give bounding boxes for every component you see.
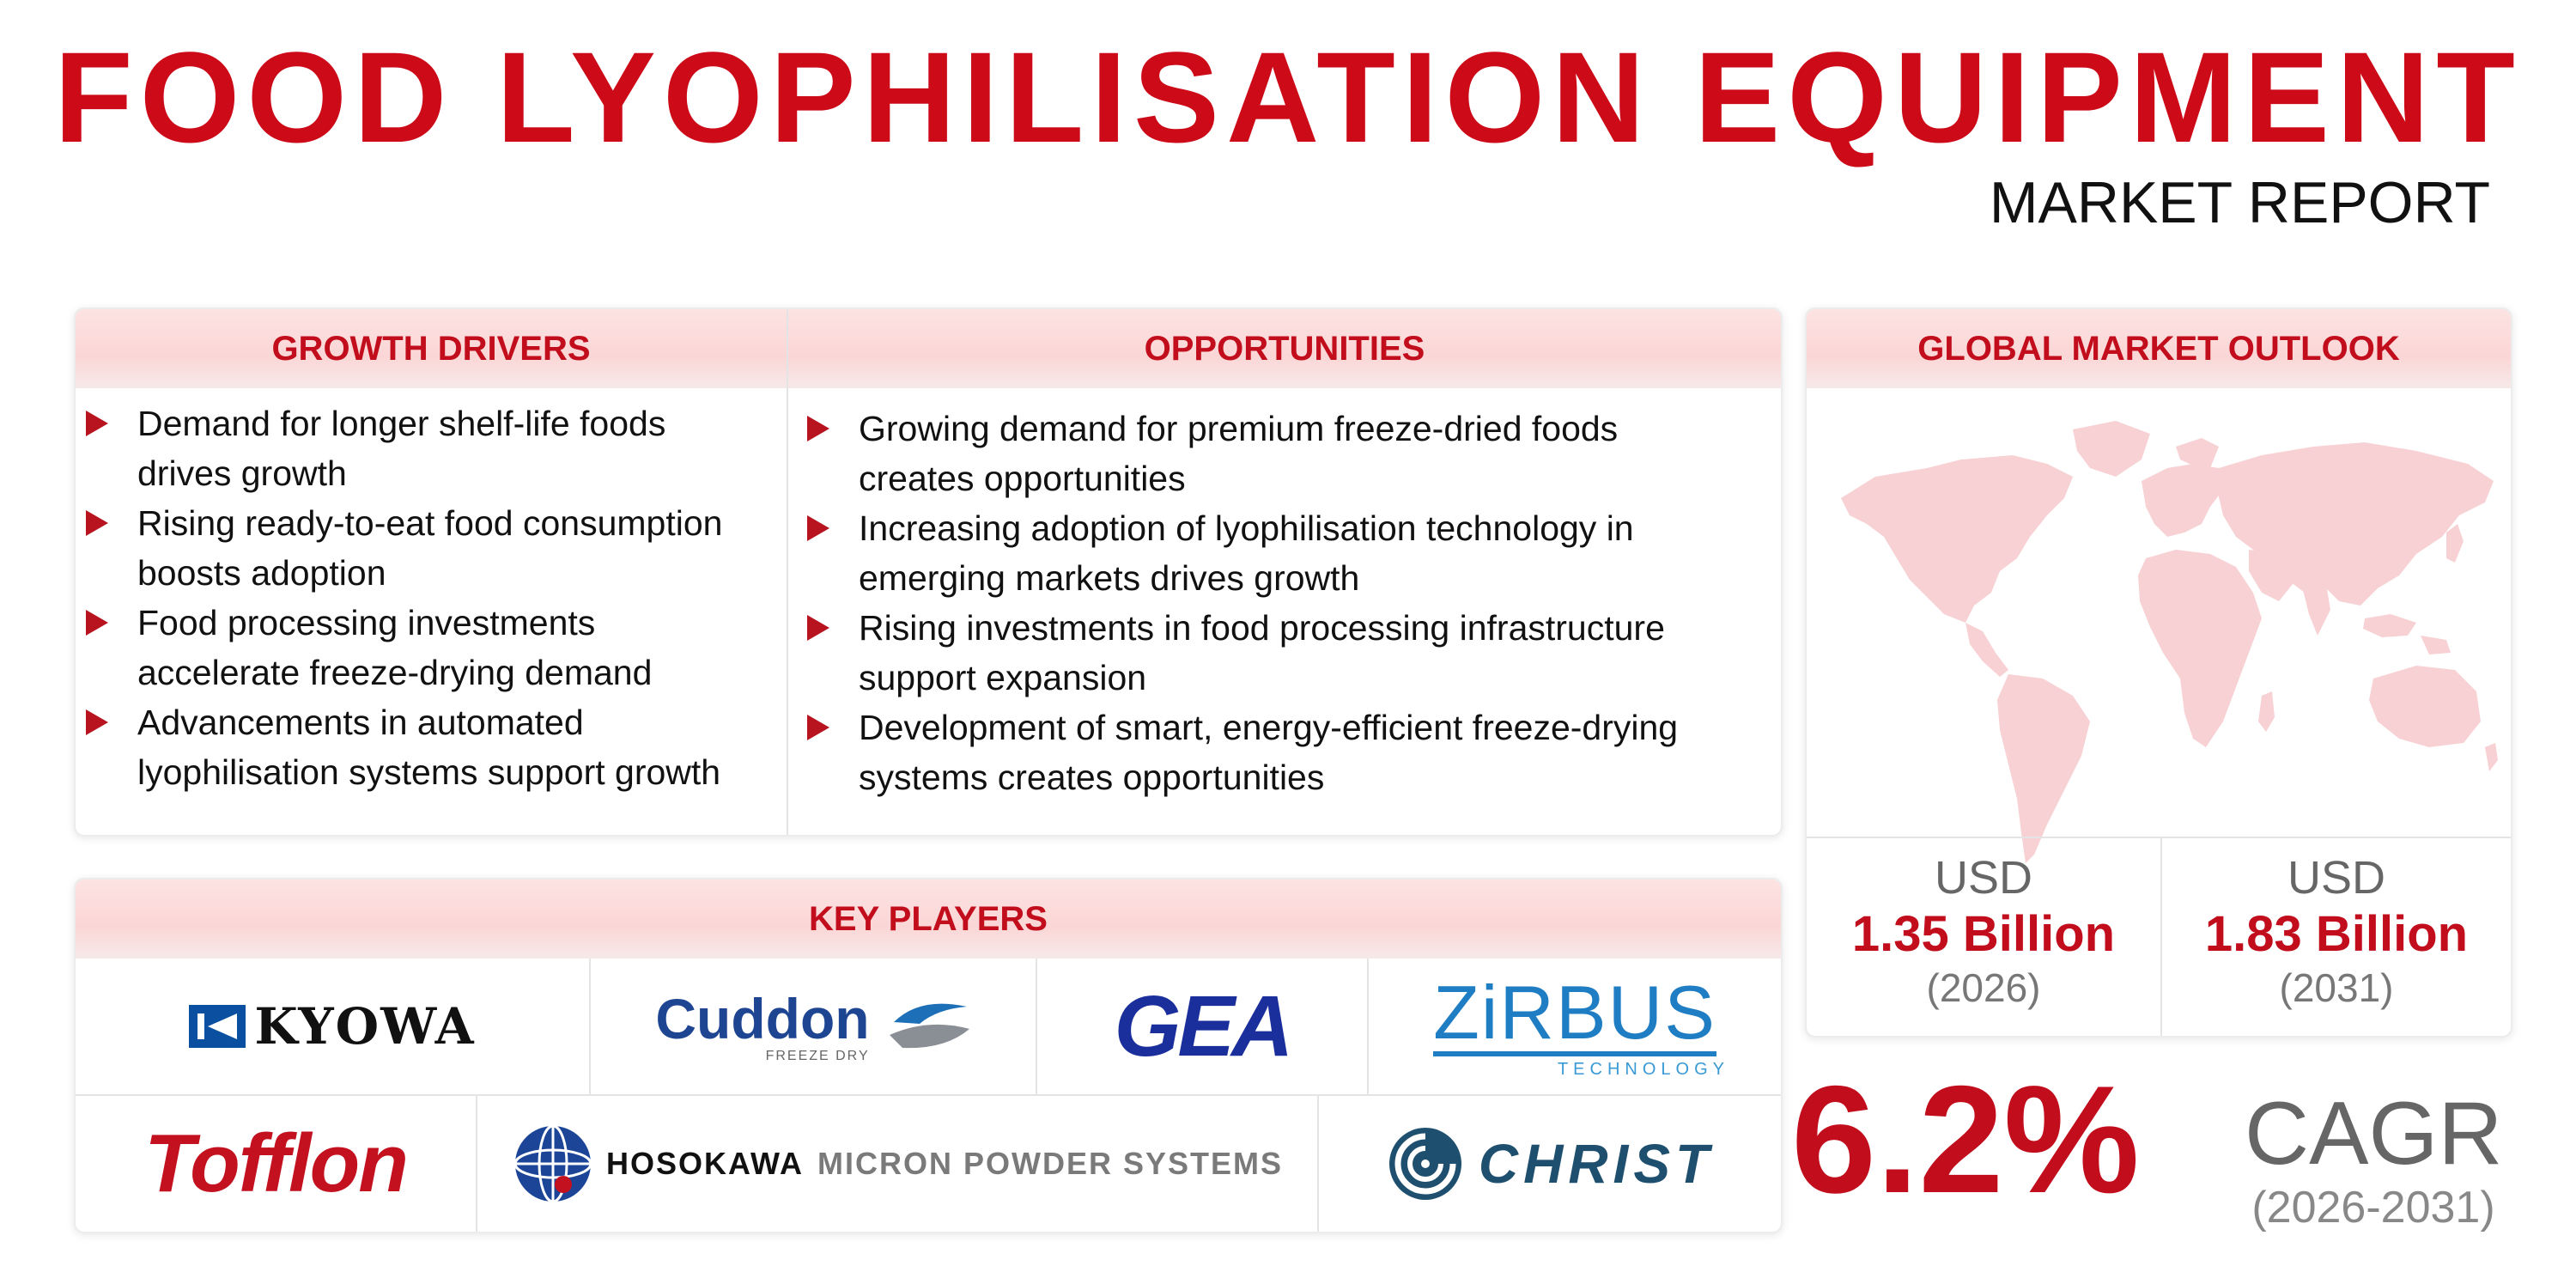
zirbus-logo: ZiRBUS TECHNOLOGY xyxy=(1433,969,1729,1079)
bullet-arrow-icon xyxy=(86,510,108,536)
outlook-divider-vertical xyxy=(2160,837,2162,1036)
bullet-arrow-icon xyxy=(86,709,108,735)
currency-label: USD xyxy=(2287,852,2385,904)
outlook-divider xyxy=(1807,837,2511,838)
gea-logo: GEA xyxy=(1114,977,1294,1074)
panel-divider xyxy=(787,309,788,835)
hosokawa-globe-icon xyxy=(513,1124,592,1203)
bullet-arrow-icon xyxy=(807,615,829,641)
growth-drivers-list: Demand for longer shelf-life foods drives… xyxy=(76,399,780,797)
opportunities-list: Growing demand for premium freeze-dried … xyxy=(797,404,1776,802)
logo-divider xyxy=(1317,1096,1319,1232)
drivers-opportunities-panel: GROWTH DRIVERS OPPORTUNITIES Demand for … xyxy=(74,307,1783,837)
list-item: Rising investments in food processing in… xyxy=(797,603,1776,703)
currency-label: USD xyxy=(1934,852,2032,904)
list-item: Growing demand for premium freeze-dried … xyxy=(797,404,1776,503)
growth-drivers-header: GROWTH DRIVERS xyxy=(76,309,787,388)
bullet-arrow-icon xyxy=(807,715,829,740)
market-value-2031: USD 1.83 Billion (2031) xyxy=(2162,850,2511,1012)
kyowa-logo: KYOWA xyxy=(76,959,589,1094)
report-subtitle: MARKET REPORT xyxy=(1989,170,2490,235)
year-label: (2031) xyxy=(2279,965,2394,1010)
logo-divider xyxy=(476,1096,477,1232)
list-item: Food processing investments accelerate fr… xyxy=(76,598,780,697)
key-players-panel: KEY PLAYERS KYOWA Cuddon FREEZE DRY GEA … xyxy=(74,878,1783,1233)
cagr-value: 6.2% xyxy=(1791,1054,2140,1225)
cagr-period: (2026-2031) xyxy=(2251,1183,2495,1233)
logo-divider xyxy=(589,959,591,1094)
christ-swirl-icon xyxy=(1388,1128,1461,1200)
market-value-2026: USD 1.35 Billion (2026) xyxy=(1807,850,2160,1012)
report-title: FOOD LYOPHILISATION EQUIPMENT xyxy=(54,25,2522,169)
cuddon-swirl-icon xyxy=(889,1003,969,1049)
bullet-arrow-icon xyxy=(807,515,829,541)
list-item: Rising ready-to-eat food consumption boos… xyxy=(76,498,780,598)
logo-divider xyxy=(1036,959,1037,1094)
list-item: Increasing adoption of lyophilisation te… xyxy=(797,503,1776,603)
year-label: (2026) xyxy=(1926,965,2041,1010)
value-label: 1.83 Billion xyxy=(2204,906,2469,962)
value-label: 1.35 Billion xyxy=(1851,906,2116,962)
cagr-label: CAGR xyxy=(2245,1084,2503,1184)
list-item: Advancements in automated lyophilisation … xyxy=(76,697,780,797)
cuddon-logo: Cuddon FREEZE DRY xyxy=(591,959,1036,1094)
tofflon-logo: Tofflon xyxy=(144,1117,409,1209)
market-outlook-panel: GLOBAL MARKET OUTLOOK xyxy=(1805,307,2512,1038)
world-map-icon xyxy=(1841,421,2498,863)
logo-row-divider xyxy=(76,1094,1781,1096)
bullet-arrow-icon xyxy=(86,411,108,436)
bullet-arrow-icon xyxy=(86,610,108,636)
list-item: Demand for longer shelf-life foods drives… xyxy=(76,399,780,498)
kyowa-emblem-icon xyxy=(189,1005,246,1048)
bullet-arrow-icon xyxy=(807,416,829,441)
opportunities-header: OPPORTUNITIES xyxy=(788,309,1781,388)
list-item: Development of smart, energy-efficient f… xyxy=(797,703,1776,802)
christ-logo: CHRIST xyxy=(1319,1096,1781,1232)
logo-divider xyxy=(1367,959,1369,1094)
key-players-header: KEY PLAYERS xyxy=(76,880,1781,959)
market-outlook-header: GLOBAL MARKET OUTLOOK xyxy=(1807,309,2511,388)
hosokawa-logo: HOSOKAWA MICRON POWDER SYSTEMS xyxy=(477,1096,1317,1232)
